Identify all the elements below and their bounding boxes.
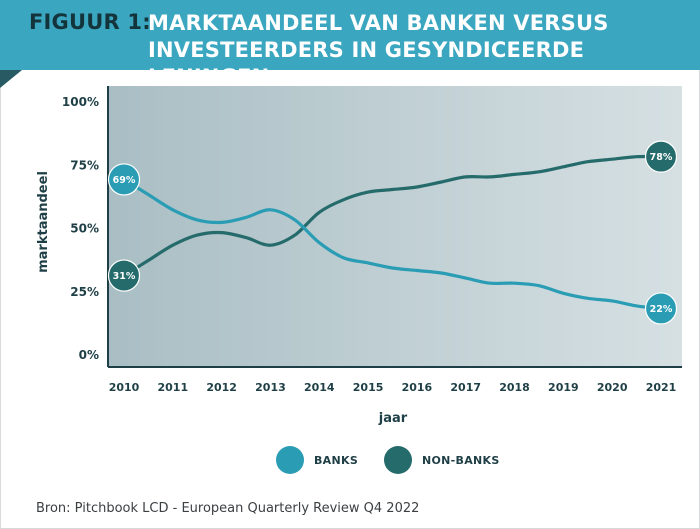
plot-area: [108, 86, 682, 367]
legend-label-non-banks: NON-BANKS: [422, 453, 500, 467]
x-tick-label: 2012: [206, 381, 237, 394]
title-banner: [0, 0, 700, 70]
y-tick-label: 100%: [62, 95, 99, 109]
legend-swatch-non-banks: [384, 446, 412, 474]
x-tick-label: 2014: [304, 381, 335, 394]
data-marker-banks: [644, 292, 678, 325]
banner-fold: [0, 70, 22, 88]
data-label-non-banks: 78%: [650, 152, 673, 163]
data-label-non-banks: 31%: [113, 271, 136, 282]
y-tick-label: 25%: [70, 285, 99, 299]
source-note: Bron: Pitchbook LCD - European Quarterly…: [36, 501, 420, 516]
x-tick-label: 2019: [548, 381, 579, 394]
series-line-non-banks: [122, 154, 663, 278]
legend-item-non-banks: NON-BANKS: [384, 446, 500, 474]
x-tick-label: 2020: [597, 381, 628, 394]
legend: BANKS NON-BANKS: [0, 446, 700, 476]
x-tick-label: 2021: [646, 381, 677, 394]
data-marker-banks: [107, 163, 141, 196]
data-marker-non-banks: [644, 140, 678, 173]
y-tick-label: 0%: [79, 348, 99, 362]
series-line-banks: [122, 177, 663, 311]
x-tick-label: 2018: [499, 381, 530, 394]
x-tick-label: 2011: [158, 381, 189, 394]
x-tick-label: 2013: [255, 381, 286, 394]
data-label-banks: 69%: [113, 175, 136, 186]
y-tick-label: 50%: [70, 222, 99, 236]
x-tick-label: 2016: [402, 381, 433, 394]
y-tick-label: 75%: [70, 158, 99, 172]
line-chart: 69% 22% 31% 78% 0% 25% 50% 75% 100% 2010 2011 2012…: [36, 86, 682, 426]
x-axis-label: jaar: [378, 411, 408, 426]
figure-number: FIGUUR 1:: [29, 10, 151, 34]
data-marker-non-banks: [107, 259, 141, 292]
legend-swatch-banks: [276, 446, 304, 474]
legend-label-banks: BANKS: [314, 453, 359, 467]
data-label-banks: 22%: [650, 304, 673, 315]
chart-title: MARKTAANDEEL VAN BANKEN VERSUS INVESTEER…: [148, 11, 609, 89]
x-tick-label: 2010: [109, 381, 140, 394]
x-tick-label: 2017: [450, 381, 481, 394]
legend-item-banks: BANKS: [276, 446, 358, 474]
x-tick-label: 2015: [353, 381, 384, 394]
y-axis-label: marktaandeel: [36, 171, 51, 273]
